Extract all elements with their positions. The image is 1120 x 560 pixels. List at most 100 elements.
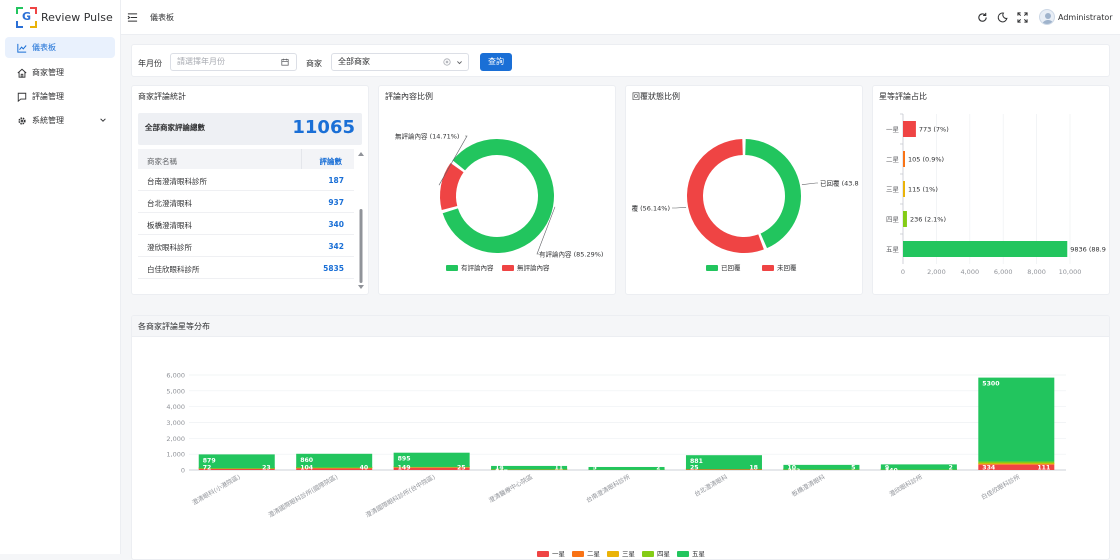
y-tick-label: 三星 [886, 186, 900, 194]
menu-fold-icon[interactable] [127, 12, 138, 23]
x-tick-label: 8,000 [1027, 268, 1046, 276]
pie-slice [440, 163, 464, 210]
legend-swatch [572, 551, 584, 557]
table-row[interactable]: 澄欣眼科診所 342 [138, 235, 354, 257]
table-row[interactable]: 板橋澄清眼科 340 [138, 213, 354, 235]
x-tick-label: 澄清國際眼科診所(國際院區) [267, 473, 339, 519]
sidebar-item-merchants[interactable]: 商家管理 [5, 62, 115, 83]
data-label: 182 [593, 470, 606, 477]
card-title: 各商家評論星等分布 [138, 322, 210, 331]
sidebar-item-dashboard[interactable]: 儀表板 [5, 37, 115, 58]
total-summary: 全部商家評論總數 11065 [138, 113, 362, 145]
table-row[interactable]: 台北澄清眼科 937 [138, 191, 354, 213]
data-label: 881 [690, 458, 703, 465]
x-tick-label: 4,000 [960, 268, 979, 276]
sidebar-item-label: 系統管理 [32, 116, 64, 125]
legend-swatch [537, 551, 549, 557]
y-tick-label: 6,000 [166, 372, 185, 380]
data-label: 149 [398, 465, 411, 472]
table-row[interactable]: 白佳欣眼科診所 5835 [138, 257, 354, 279]
merchant-count: 342 [328, 242, 344, 251]
stack-segment [393, 452, 470, 467]
bar [903, 121, 916, 137]
table-header: 商家名稱 評論數 [138, 149, 354, 169]
table-row[interactable]: 台南澄清眼科診所 187 [138, 169, 354, 191]
bar-label: 115 (1%) [908, 186, 938, 194]
data-label: 104 [300, 465, 314, 472]
avatar[interactable] [1039, 9, 1055, 25]
app-name: Review Pulse [41, 11, 113, 24]
merchant-select-value: 全部商家 [338, 57, 370, 66]
legend-swatch [502, 265, 514, 271]
card-title: 回覆狀態比例 [632, 92, 680, 101]
content-ratio-card: 評論內容比例 有評論內容 (85.29%) 無評論內容 (14.71%) 有評論內容… [378, 85, 616, 295]
total-label: 全部商家評論總數 [145, 123, 205, 132]
slice-label: 已回覆 (43.8 [820, 180, 859, 188]
star-distribution-card: 各商家評論星等分布 0 1,000 2,000 3,000 4,000 5,000 6,00… [131, 315, 1110, 560]
merchant-select[interactable]: 全部商家 [331, 53, 469, 71]
bar [903, 211, 907, 227]
data-label: 10 [787, 465, 796, 472]
moon-icon[interactable] [997, 12, 1008, 23]
x-tick-label: 6,000 [994, 268, 1013, 276]
col-count-header[interactable]: 評論數 [319, 157, 343, 166]
data-label: 14 [495, 465, 504, 472]
data-label: 303 [787, 468, 800, 475]
stack-segment [978, 462, 1055, 465]
stack-segment [198, 468, 275, 470]
refresh-icon[interactable] [977, 12, 988, 23]
sidebar-item-reviews[interactable]: 評論管理 [5, 86, 115, 107]
logo-icon: G [16, 7, 37, 28]
message-icon [17, 92, 27, 102]
stack-segment [978, 461, 1055, 464]
stack-segment [880, 464, 957, 470]
data-label: 23 [262, 465, 271, 472]
logo-letter: G [22, 10, 32, 23]
legend-label: 無評論內容 [517, 263, 550, 272]
filter-bar: 年月份 請選擇年月份 商家 全部商家 查詢 [131, 44, 1110, 77]
x-tick-label: 澄清眼科(小港院區) [191, 473, 242, 507]
label-line [672, 207, 687, 209]
stack-segment [393, 467, 470, 470]
label-line [438, 135, 468, 186]
legend-swatch [677, 551, 689, 557]
data-label: 334 [982, 465, 996, 472]
stack-segment [491, 465, 568, 470]
query-button[interactable]: 查詢 [480, 53, 512, 71]
merchant-name: 台北澄清眼科 [147, 199, 192, 208]
star-ratio-chart: 0 2,000 4,000 6,000 8,000 10,000 一星 773 (7%) 二星 1… [886, 113, 1106, 276]
x-tick-label: 板橋澄清眼科 [790, 473, 826, 498]
merchant-label: 商家 [306, 59, 322, 68]
stack-segment [296, 466, 373, 469]
sidebar-item-system[interactable]: 系統管理 [5, 110, 115, 131]
table-scrollbar[interactable] [358, 149, 364, 290]
total-value: 11065 [292, 117, 355, 138]
content-ratio-chart: 有評論內容 (85.29%) 無評論內容 (14.71%) 有評論內容 無評論內容 [395, 132, 603, 273]
card-title: 星等評論占比 [879, 92, 927, 101]
stack-segment [978, 463, 1055, 465]
data-label: 25 [690, 465, 699, 472]
legend-label: 三星 [622, 550, 636, 558]
bar [903, 151, 905, 167]
data-label: 25 [457, 465, 466, 472]
chevron-down-icon [100, 118, 106, 122]
clear-icon[interactable] [443, 58, 451, 66]
fullscreen-icon[interactable] [1017, 12, 1028, 23]
user-name[interactable]: Administrator [1058, 13, 1113, 22]
data-label: 860 [300, 457, 314, 464]
legend-swatch [607, 551, 619, 557]
bar-label: 9836 (88.9 [1070, 246, 1106, 254]
col-name-header[interactable]: 商家名稱 [147, 157, 177, 166]
data-label: 9 [885, 465, 889, 472]
legend-swatch [446, 265, 458, 271]
month-picker[interactable]: 請選擇年月份 [170, 53, 297, 71]
star-ratio-card: 星等評論占比 0 2,000 4,000 6,000 8,000 10,000 一星 773 … [872, 85, 1110, 295]
sidebar-item-label: 儀表板 [32, 43, 56, 52]
app-logo[interactable]: G Review Pulse [16, 7, 113, 28]
pie-slice [687, 139, 764, 253]
y-tick-label: 3,000 [166, 419, 185, 427]
data-label: 5300 [982, 381, 1000, 388]
legend-label: 四星 [657, 550, 671, 558]
stack-segment [296, 453, 373, 468]
